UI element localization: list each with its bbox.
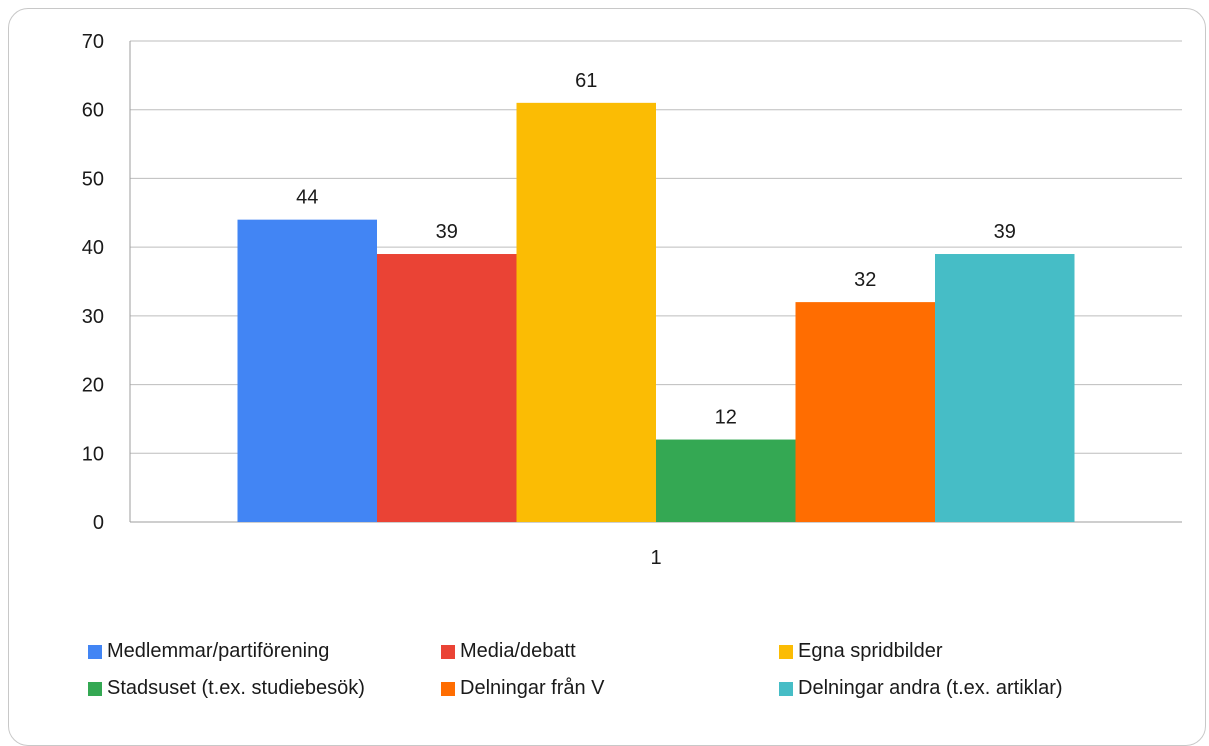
legend-swatch	[779, 681, 793, 696]
legend-label: Medlemmar/partiförening	[107, 640, 330, 662]
x-tick-label: 1	[650, 547, 661, 569]
legend-item: Stadsuset (t.ex. studiebesök)	[88, 677, 365, 700]
legend-swatch	[88, 644, 102, 659]
legend-swatch	[441, 644, 455, 659]
data-label: 39	[994, 221, 1016, 243]
legend-item: Delningar från V	[441, 677, 605, 700]
legend-label: Egna spridbilder	[798, 640, 943, 662]
legend-label: Delningar andra (t.ex. artiklar)	[798, 677, 1063, 699]
legend-label: Stadsuset (t.ex. studiebesök)	[107, 677, 365, 699]
y-tick-label: 40	[82, 237, 104, 259]
legend-label: Media/debatt	[460, 640, 576, 662]
y-tick-label: 20	[82, 375, 104, 397]
legend-item: Media/debatt	[441, 640, 576, 663]
data-label: 12	[715, 407, 737, 429]
data-label: 32	[854, 269, 876, 291]
data-label: 44	[296, 187, 318, 209]
legend-swatch	[88, 681, 102, 696]
legend-item: Medlemmar/partiförening	[88, 640, 329, 663]
bar	[377, 254, 517, 522]
bar	[237, 219, 377, 522]
y-tick-label: 50	[82, 168, 104, 190]
legend-label: Delningar från V	[460, 677, 605, 699]
bar	[935, 254, 1075, 522]
data-label: 39	[436, 221, 458, 243]
bar	[656, 439, 796, 522]
y-tick-label: 60	[82, 100, 104, 122]
y-tick-label: 70	[82, 31, 104, 53]
legend-swatch	[779, 644, 793, 659]
y-tick-label: 10	[82, 443, 104, 465]
y-tick-label: 0	[93, 512, 104, 534]
y-tick-label: 30	[82, 306, 104, 328]
legend-swatch	[441, 681, 455, 696]
data-label: 61	[575, 70, 597, 92]
legend-item: Delningar andra (t.ex. artiklar)	[779, 677, 1063, 700]
bar	[795, 302, 935, 522]
legend-item: Egna spridbilder	[779, 640, 943, 663]
bar	[516, 102, 656, 522]
